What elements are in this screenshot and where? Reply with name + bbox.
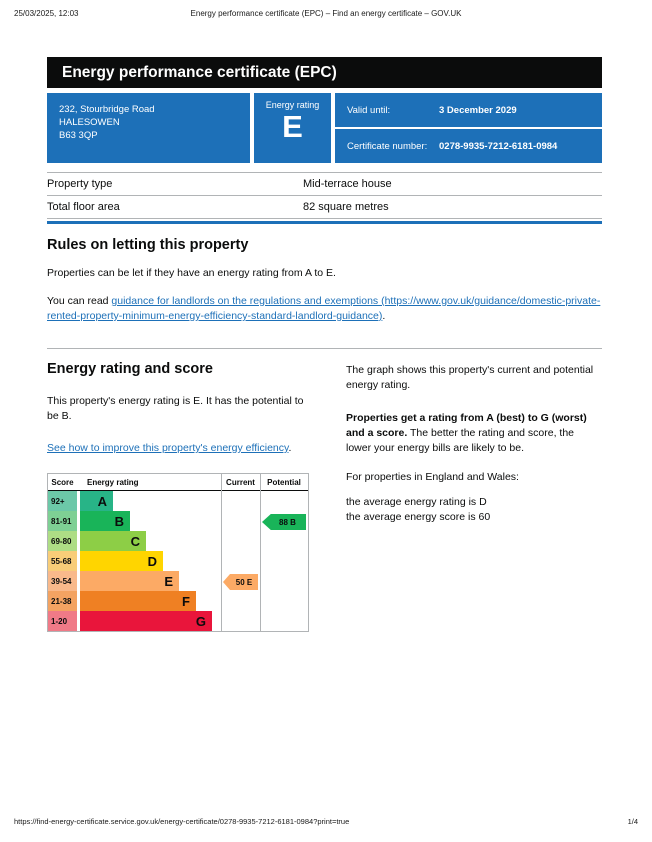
energy-rating-box: Energy rating E [254,93,331,163]
band-bar-d: D [80,551,163,571]
valid-until-label: Valid until: [347,104,391,116]
floor-area-label: Total floor area [47,201,120,213]
chart-divider-potential [260,474,261,631]
rating-summary-paragraph: This property's energy rating is E. It h… [47,395,304,422]
band-row-d: 55-68 D [48,551,308,571]
band-row-g: 1-20 G [48,611,308,631]
band-score-label: 1-20 [48,611,77,631]
valid-until-row: Valid until: 3 December 2029 [335,93,602,127]
guidance-text-prefix: You can read [47,295,112,307]
browser-print-footer: https://find-energy-certificate.service.… [14,817,638,826]
band-row-e: 39-54 E [48,571,308,591]
average-rating-line: the average energy rating is D [346,496,487,508]
address-line-2: HALESOWEN [59,117,120,128]
certificate-summary: 232, Stourbridge Road HALESOWEN B63 3QP … [47,93,602,163]
address-line-1: 232, Stourbridge Road [59,104,155,115]
validity-box: Valid until: 3 December 2029 Certificate… [335,93,602,163]
print-page-number: 1/4 [627,817,638,826]
band-score-label: 21-38 [48,591,77,611]
address-line-3: B63 3QP [59,130,98,141]
floor-area-value: 82 square metres [303,201,389,213]
rating-scale-rest: The better the rating and score, the low… [346,427,575,454]
section-divider [47,221,602,224]
letting-guidance-paragraph: You can read guidance for landlords on t… [47,294,602,324]
averages-paragraph: the average energy rating is D the avera… [346,495,602,525]
table-row: Property type Mid-terrace house [47,172,602,195]
letting-rules-heading: Rules on letting this property [47,237,249,253]
landlord-guidance-link[interactable]: guidance for landlords on the regulation… [47,295,601,322]
energy-rating-label: Energy rating [265,100,320,110]
band-row-a: 92+ A [48,491,308,511]
band-score-label: 39-54 [48,571,77,591]
band-bar-g: G [80,611,212,631]
chart-header-row: Score Energy rating Current Potential [48,474,308,491]
band-row-b: 81-91 B [48,511,308,531]
chart-header-potential: Potential [267,477,301,487]
band-bar-a: A [80,491,113,511]
certificate-page: Energy performance certificate (EPC) 232… [47,57,602,632]
current-rating-arrow: 50 E [223,574,258,590]
print-footer-url: https://find-energy-certificate.service.… [14,817,350,826]
improve-link-suffix: . [288,442,292,454]
chart-header-score: Score [51,477,74,487]
band-row-c: 69-80 C [48,531,308,551]
rating-section-left: Energy rating and score This property's … [47,361,309,632]
chart-header-rating: Energy rating [87,477,139,487]
browser-print-header: 25/03/2025, 12:03 Energy performance cer… [14,9,638,21]
section-divider [47,348,602,349]
band-score-label: 55-68 [48,551,77,571]
graph-explainer-paragraph: The graph shows this property's current … [346,364,594,391]
band-score-label: 92+ [48,491,77,511]
chart-header-current: Current [226,477,255,487]
improve-efficiency-link[interactable]: See how to improve this property's energ… [47,442,289,454]
potential-rating-value: 88 B [279,517,296,527]
property-type-label: Property type [47,178,113,190]
valid-until-value: 3 December 2029 [439,104,517,116]
band-bar-e: E [80,571,179,591]
print-page-title: Energy performance certificate (EPC) – F… [190,9,462,18]
page-title: Energy performance certificate (EPC) [47,57,602,88]
energy-rating-value: E [282,109,303,144]
current-rating-value: 50 E [235,577,253,587]
improve-paragraph: See how to improve this property's energ… [47,441,308,456]
band-score-label: 81-91 [48,511,77,531]
letting-rules-paragraph: Properties can be let if they have an en… [47,267,336,279]
average-score-line: the average energy score is 60 [346,511,491,523]
band-bar-b: B [80,511,130,531]
rating-section: Energy rating and score This property's … [47,361,602,632]
rating-score-heading: Energy rating and score [47,361,213,377]
rating-scale-paragraph: Properties get a rating from A (best) to… [346,411,602,456]
band-bar-f: F [80,591,196,611]
rating-section-right: The graph shows this property's current … [346,361,602,632]
chart-divider-current [221,474,222,631]
property-facts-table: Property type Mid-terrace house Total fl… [47,172,602,219]
table-row: Total floor area 82 square metres [47,195,602,219]
certificate-number-value: 0278-9935-7212-6181-0984 [439,140,558,152]
print-datetime: 25/03/2025, 12:03 [14,9,79,18]
epc-rating-chart: Score Energy rating Current Potential 92… [47,473,309,632]
band-row-f: 21-38 F [48,591,308,611]
rating-scale-bold: Properties get a rating from A (best) to… [346,412,587,439]
band-bar-c: C [80,531,146,551]
property-type-value: Mid-terrace house [303,178,392,190]
england-wales-paragraph: For properties in England and Wales: [346,471,519,483]
certificate-number-label: Certificate number: [347,140,428,152]
property-address: 232, Stourbridge Road HALESOWEN B63 3QP [47,93,250,163]
potential-rating-arrow: 88 B [262,514,306,530]
band-score-label: 69-80 [48,531,77,551]
guidance-text-suffix: . [382,310,386,322]
certificate-number-row: Certificate number: 0278-9935-7212-6181-… [335,129,602,163]
